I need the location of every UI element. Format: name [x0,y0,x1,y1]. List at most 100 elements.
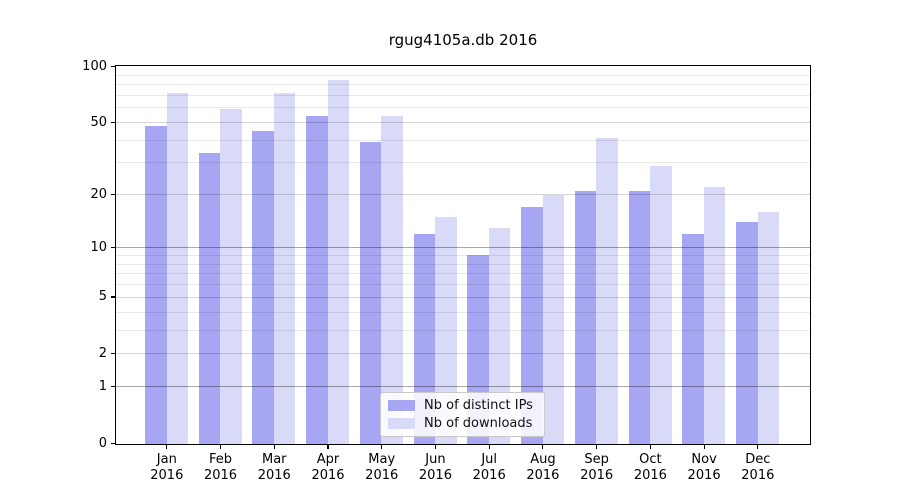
gridline-minor [116,263,810,265]
x-label-month: Mar [261,452,287,467]
y-tick-mark [111,386,115,388]
x-label-year: 2016 [687,468,721,483]
y-tick-mark [111,121,115,123]
bar-nb-of-distinct-ips [521,207,543,444]
bar-nb-of-downloads [596,138,618,444]
gridline-minor [116,94,810,96]
bar-nb-of-downloads [166,93,188,444]
bar-nb-of-distinct-ips [682,233,704,444]
gridline-minor [116,84,810,86]
gridline-minor [116,311,810,313]
y-tick-label: 20 [90,187,107,203]
x-tick-mark [219,444,222,449]
x-tick-label: Nov 2016 [672,452,736,484]
bar-nb-of-downloads [542,194,565,444]
x-label-year: 2016 [150,468,184,483]
gridline-emphasized [116,386,810,388]
x-tick-label: Sep 2016 [565,452,629,484]
bar-nb-of-distinct-ips [413,233,436,444]
x-label-month: Feb [209,452,233,467]
legend: Nb of distinct IPs Nb of downloads [380,391,545,437]
gridline-major [116,296,810,298]
x-tick-label: Oct 2016 [618,452,682,484]
legend-swatch [388,400,415,411]
y-tick-label: 5 [98,289,107,305]
gridline-minor [116,139,810,141]
x-label-year: 2016 [311,468,345,483]
x-label-year: 2016 [472,468,506,483]
x-tick-mark [381,444,383,449]
legend-label: Nb of distinct IPs [424,398,533,413]
bar-nb-of-downloads [381,116,403,444]
y-tick-label: 50 [90,114,107,130]
x-tick-mark [166,444,168,449]
plot-area [115,65,811,445]
bar-nb-of-downloads [488,227,511,444]
bar-nb-of-distinct-ips [628,191,651,444]
bar-nb-of-downloads [435,217,457,444]
x-tick-label: Feb 2016 [189,452,253,484]
gridline-minor [116,273,810,275]
x-label-month: Apr [316,452,340,467]
x-tick-mark [649,444,651,449]
x-tick-label: May 2016 [350,452,414,484]
y-tick-mark [111,296,115,298]
gridline-minor [116,254,810,256]
bar-nb-of-distinct-ips [359,142,382,444]
x-label-year: 2016 [257,468,291,483]
x-label-year: 2016 [633,468,667,483]
y-tick-mark [111,193,115,196]
bar-nb-of-distinct-ips [145,125,167,444]
x-label-month: Oct [639,452,662,467]
bar-nb-of-distinct-ips [198,153,221,444]
bar-nb-of-distinct-ips [574,191,597,444]
bar-nb-of-distinct-ips [252,130,274,444]
bar-nb-of-downloads [703,187,726,444]
gridline-minor [116,74,810,76]
y-tick-mark [111,352,115,355]
y-tick-label: 0 [98,435,107,451]
gridline-major [116,194,810,196]
x-tick-label: Jan 2016 [135,452,199,484]
y-tick-label: 1 [98,379,107,395]
x-label-year: 2016 [741,468,775,483]
x-label-month: Sep [584,452,609,467]
legend-row: Nb of distinct IPs [388,398,537,413]
x-tick-label: Apr 2016 [296,452,360,484]
y-tick-label: 100 [82,58,107,74]
x-label-month: Dec [745,452,771,467]
x-tick-mark [488,444,490,449]
gridline-major [116,121,810,123]
x-tick-mark [273,444,275,449]
bar-nb-of-downloads [327,79,350,444]
x-label-year: 2016 [526,468,560,483]
y-tick-mark [111,65,115,67]
x-label-month: Jul [481,452,498,467]
x-label-month: May [368,452,396,467]
gridline-major [116,353,810,355]
x-label-year: 2016 [580,468,614,483]
x-tick-mark [703,444,705,449]
gridline-emphasized [116,247,810,249]
gridline-minor [116,162,810,164]
x-label-month: Aug [530,452,556,467]
y-tick-label: 10 [90,239,107,255]
legend-row: Nb of downloads [388,416,537,431]
bar-nb-of-distinct-ips [306,116,328,444]
chart-title: rgug4105a.db 2016 [388,31,538,49]
x-tick-mark [327,444,329,449]
x-tick-label: Jul 2016 [457,452,521,484]
legend-label: Nb of downloads [424,415,533,431]
bar-nb-of-downloads [220,109,242,444]
bar-nb-of-downloads [757,212,780,444]
x-tick-mark [757,444,759,449]
x-tick-mark [434,444,437,449]
y-tick-label: 2 [98,346,107,362]
legend-swatch [388,417,415,429]
x-label-year: 2016 [365,468,399,483]
y-tick-mark [111,246,115,248]
x-label-year: 2016 [418,468,452,483]
x-tick-label: Mar 2016 [242,452,306,484]
gridline-minor [116,329,810,331]
